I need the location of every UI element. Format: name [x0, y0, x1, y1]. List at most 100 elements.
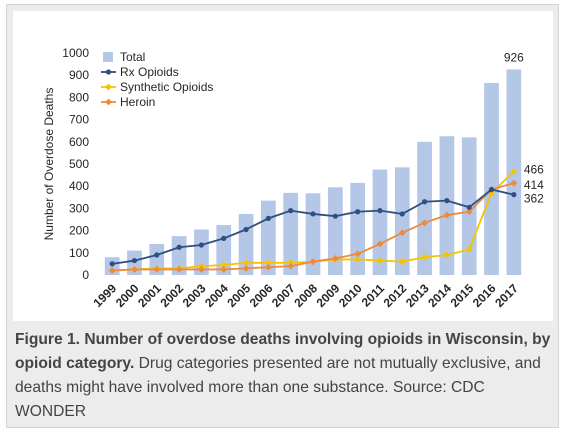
point-synthetic-opioids [421, 253, 428, 261]
point-rx-opioids [221, 235, 227, 241]
bar-total [439, 136, 455, 275]
bar-total [171, 236, 187, 275]
chart-panel: Number of Overdose Deaths 0 100 200 300 400 50… [13, 11, 553, 321]
overdose-chart: Number of Overdose Deaths 0 100 200 300 400 50… [42, 46, 544, 310]
point-rx-opioids [466, 204, 472, 210]
x-tick-label: 2003 [180, 281, 209, 310]
point-heroin [287, 262, 295, 270]
point-synthetic-opioids [264, 259, 272, 267]
point-rx-opioids [176, 244, 182, 250]
point-rx-opioids [154, 252, 160, 258]
point-synthetic-opioids [443, 251, 451, 259]
point-rx-opioids [198, 242, 205, 248]
legend-label-heroin: Heroin [120, 95, 155, 109]
point-synthetic-opioids [465, 246, 473, 253]
point-heroin [131, 266, 138, 273]
bar-total [484, 82, 499, 275]
bar-total [238, 213, 254, 275]
y-axis-label: Number of Overdose Deaths [42, 88, 56, 241]
bar-total [417, 141, 432, 275]
y-tick-label: 200 [69, 224, 89, 238]
point-heroin [465, 208, 473, 216]
x-tick-label: 2008 [291, 281, 320, 310]
point-heroin [376, 240, 384, 248]
point-heroin [242, 264, 250, 272]
x-tick-label: 2017 [492, 281, 521, 310]
point-rx-opioids [332, 213, 338, 219]
figure-caption: Figure 1. Number of overdose deaths invo… [15, 328, 551, 424]
point-heroin [108, 267, 116, 274]
annotation-rx-opioids: 362 [524, 192, 544, 206]
bar-total [327, 187, 343, 275]
point-rx-opioids [265, 215, 271, 221]
point-rx-opioids [377, 208, 383, 214]
point-rx-opioids [488, 186, 495, 193]
x-tick-label: 2013 [403, 281, 432, 310]
legend-label-synthetic-opioids: Synthetic Opioids [120, 80, 213, 94]
point-rx-opioids [310, 211, 316, 217]
point-rx-opioids [131, 257, 138, 264]
caption-body: Drug categories presented are not mutual… [15, 355, 541, 420]
point-heroin [309, 258, 317, 266]
point-synthetic-opioids [220, 261, 228, 269]
annotation-heroin: 414 [524, 178, 544, 192]
y-tick-label: 800 [69, 90, 89, 104]
bar-total [394, 167, 410, 275]
point-rx-opioids [399, 211, 405, 217]
point-synthetic-opioids [510, 168, 518, 175]
x-tick-label: 2000 [113, 281, 142, 310]
point-heroin [443, 211, 451, 219]
y-tick-label: 100 [69, 246, 89, 260]
point-heroin [421, 219, 428, 227]
point-rx-opioids [511, 192, 517, 198]
point-rx-opioids [109, 261, 115, 267]
point-rx-opioids [355, 209, 361, 215]
point-rx-opioids [421, 199, 428, 205]
legend-label-total: Total [120, 50, 145, 64]
point-heroin [354, 250, 362, 258]
y-tick-label: 1000 [62, 46, 89, 60]
bar-total [283, 192, 299, 275]
x-tick-label: 2014 [425, 281, 454, 310]
x-tick-label: 2010 [336, 281, 365, 310]
y-tick-label: 400 [69, 179, 89, 193]
x-tick-label: 2006 [247, 281, 276, 310]
x-tick-label: 2015 [448, 281, 477, 310]
x-tick-label: 2007 [269, 281, 298, 310]
legend-marker-synthetic-opioids [105, 83, 112, 91]
x-tick-label: 2011 [359, 281, 388, 310]
legend-marker-rx-opioids [105, 69, 112, 75]
annotation-total: 926 [504, 50, 524, 64]
point-heroin [264, 263, 272, 271]
point-heroin [331, 254, 339, 262]
bar-total [194, 229, 209, 275]
y-tick-label: 0 [82, 268, 89, 282]
point-rx-opioids [243, 226, 249, 233]
point-heroin [510, 179, 518, 187]
legend-label-rx-opioids: Rx Opioids [120, 65, 179, 79]
y-tick-label: 500 [69, 157, 89, 171]
point-rx-opioids [444, 198, 450, 204]
x-tick-label: 2002 [157, 281, 186, 310]
point-heroin [198, 266, 205, 273]
figure: Number of Overdose Deaths 0 100 200 300 400 50… [6, 4, 559, 428]
annotation-synthetic-opioids: 466 [524, 163, 544, 177]
y-tick-label: 900 [69, 68, 89, 82]
legend-marker-heroin [105, 98, 112, 106]
x-tick-label: 1999 [90, 281, 119, 310]
point-heroin [220, 266, 228, 273]
point-rx-opioids [288, 208, 294, 214]
x-tick-label: 2005 [224, 281, 253, 310]
bar-total [149, 243, 165, 275]
bar-total [372, 169, 388, 275]
point-synthetic-opioids [242, 259, 250, 267]
point-heroin [398, 229, 406, 237]
y-tick-label: 300 [69, 201, 89, 215]
x-tick-label: 2001 [135, 281, 164, 310]
legend-swatch-total [103, 52, 113, 62]
point-heroin [175, 266, 183, 273]
x-tick-label: 2016 [470, 281, 499, 310]
x-tick-label: 2012 [381, 281, 410, 310]
y-tick-label: 600 [69, 135, 89, 149]
x-tick-label: 2009 [314, 281, 343, 310]
